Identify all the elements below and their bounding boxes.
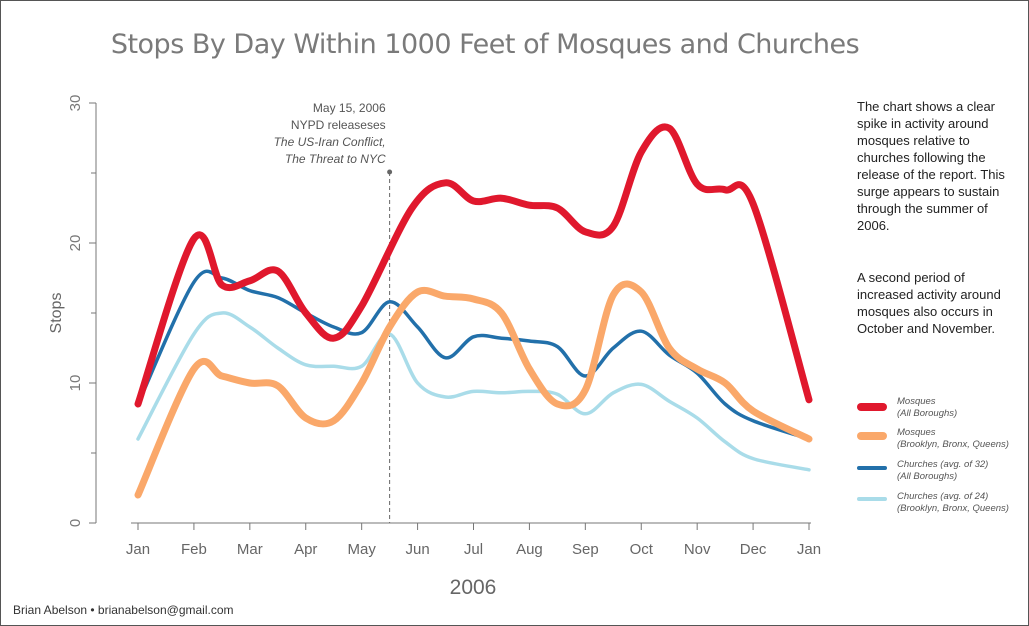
legend-series-subtitle: (All Boroughs): [897, 408, 958, 419]
legend-series-name: Churches (avg. of 24): [897, 491, 989, 502]
series-line-3: [136, 311, 811, 472]
legend-label: Mosques (All Boroughs): [897, 396, 957, 420]
x-tick-label: Nov: [684, 541, 711, 558]
legend-swatch-churches-24: [857, 497, 887, 501]
x-tick-label: Jul: [464, 541, 483, 558]
legend-swatch-mosques-all: [857, 403, 887, 411]
description-paragraph-1: The chart shows a clear spike in activit…: [857, 99, 1005, 233]
y-tick-label: 30: [67, 95, 84, 112]
x-tick-label: Sep: [572, 541, 599, 558]
legend-swatch-mosques-bbq: [857, 432, 887, 440]
x-tick-label: Jan: [797, 541, 821, 558]
y-tick-label: 0: [67, 519, 84, 527]
x-axis-label: 2006: [450, 576, 497, 599]
annotation-report-title: The US-Iran Conflict,: [274, 135, 386, 149]
annotation-report-subtitle: The Threat to NYC: [285, 152, 386, 166]
x-tick-label: Oct: [630, 541, 654, 558]
chart-title: Stops By Day Within 1000 Feet of Mosques…: [110, 29, 860, 60]
release-annotation: May 15, 2006 NYPD releaseses The US-Iran…: [274, 101, 393, 523]
legend-label: Mosques (Brooklyn, Bronx, Queens): [897, 427, 1009, 451]
y-ticks: 0 10 20 30: [67, 95, 96, 527]
author-credit: Brian Abelson • brianabelson@gmail.com: [13, 603, 234, 617]
annotation-date: May 15, 2006: [313, 101, 386, 115]
legend-item-mosques-bbq: Mosques (Brooklyn, Bronx, Queens): [857, 427, 1027, 457]
x-tick-label: Jun: [405, 541, 429, 558]
series-line-0: [134, 123, 813, 408]
legend-item-churches-24: Churches (avg. of 24) (Brooklyn, Bronx, …: [857, 491, 1027, 521]
series-lines: [134, 123, 813, 499]
legend-series-name: Mosques: [897, 427, 936, 438]
y-tick-label: 10: [67, 375, 84, 392]
legend-label: Churches (avg. of 32) (All Boroughs): [897, 459, 988, 483]
legend-series-subtitle: (Brooklyn, Bronx, Queens): [897, 503, 1009, 514]
legend-label: Churches (avg. of 24) (Brooklyn, Bronx, …: [897, 491, 1009, 515]
legend-item-mosques-all: Mosques (All Boroughs): [857, 396, 1027, 426]
x-tick-label: Aug: [516, 541, 543, 558]
annotation-text: NYPD releaseses: [291, 118, 386, 132]
legend-swatch-churches-32: [857, 466, 887, 470]
legend-series-name: Mosques: [897, 396, 936, 407]
x-tick-label: Mar: [237, 541, 263, 558]
series-line-1: [134, 280, 813, 499]
legend-series-subtitle: (Brooklyn, Bronx, Queens): [897, 439, 1009, 450]
x-tick-label: Jan: [126, 541, 150, 558]
annotation-marker: [387, 169, 393, 175]
y-tick-label: 20: [67, 235, 84, 252]
x-tick-label: May: [347, 541, 376, 558]
x-tick-label: Apr: [294, 541, 317, 558]
legend-series-subtitle: (All Boroughs): [897, 471, 958, 482]
legend-series-name: Churches (avg. of 32): [897, 459, 989, 470]
y-axis-label: Stops: [48, 293, 65, 334]
description-paragraph-2: A second period of increased activity ar…: [857, 270, 1001, 336]
x-tick-label: Dec: [740, 541, 767, 558]
legend-item-churches-32: Churches (avg. of 32) (All Boroughs): [857, 459, 1027, 489]
x-ticks: Jan Feb Mar Apr May Jun Jul Aug Sep Oct Nov Dec Jan: [126, 523, 821, 558]
y-minor-ticks: [91, 172, 96, 454]
x-tick-label: Feb: [181, 541, 207, 558]
